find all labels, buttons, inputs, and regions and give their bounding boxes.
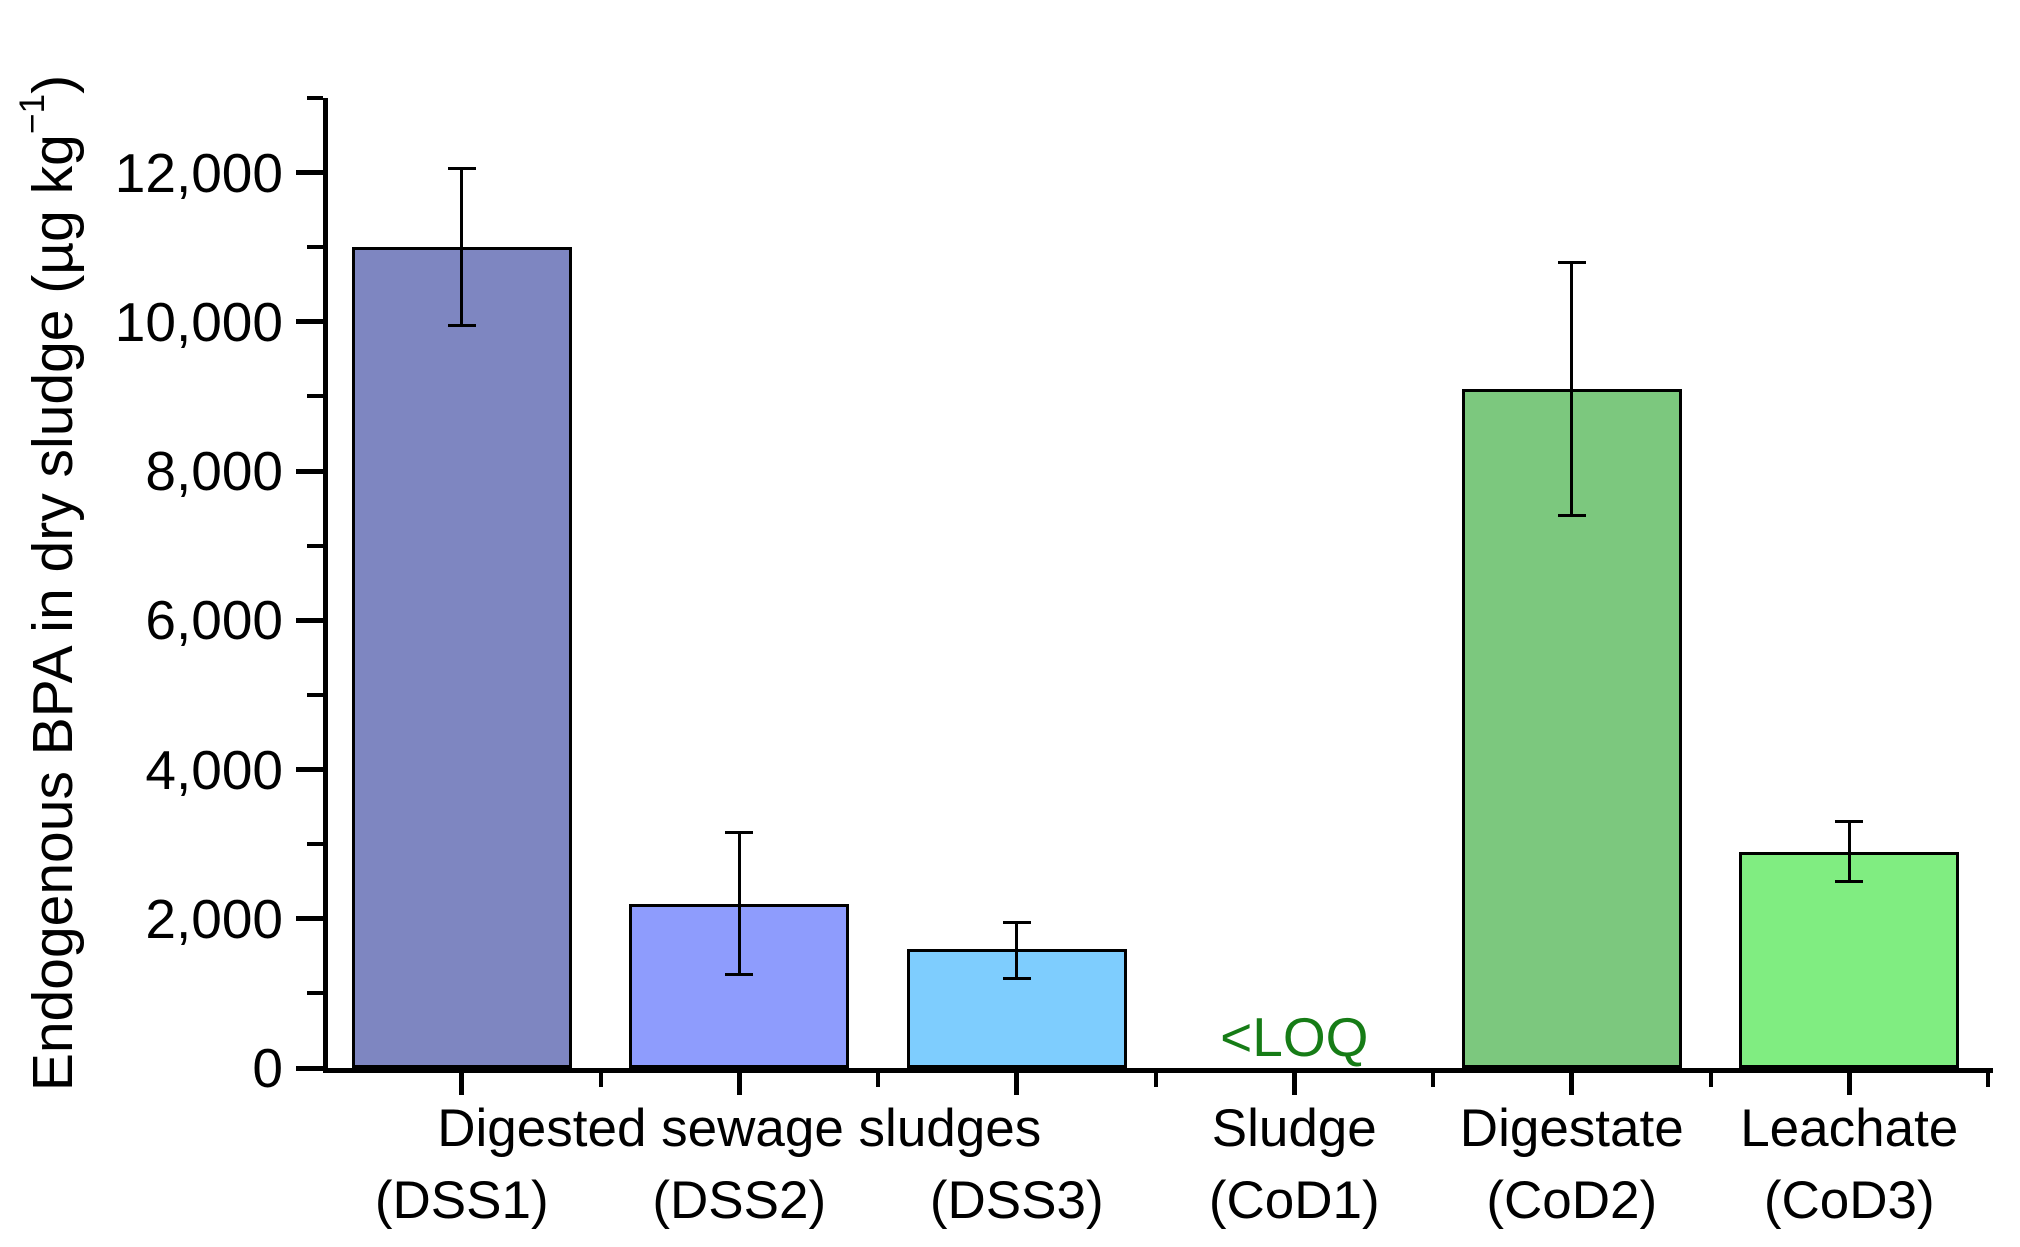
y-axis-minor-tick	[307, 842, 323, 847]
y-axis-minor-tick	[307, 394, 323, 399]
x-axis-label-line2: (CoD2)	[1486, 1171, 1658, 1230]
y-axis-major-tick	[296, 170, 323, 176]
below-loq-annotation: <LOQ	[1220, 1006, 1369, 1068]
plot-area	[323, 98, 1993, 1073]
x-axis-label-line2: (DSS3)	[929, 1171, 1104, 1230]
y-axis-tick-label: 0	[252, 1037, 283, 1099]
error-bar-cap-bottom	[1557, 514, 1586, 518]
y-axis-tick-label: 6,000	[145, 589, 283, 652]
bar-dss1	[351, 247, 572, 1068]
y-axis-tick-label: 2,000	[145, 887, 283, 950]
y-axis-tick-label: 10,000	[114, 290, 283, 353]
y-axis-major-tick	[296, 617, 323, 623]
y-axis-tick-label: 8,000	[145, 440, 283, 503]
error-bar-line	[1570, 262, 1574, 516]
x-axis-label-line2: (DSS2)	[652, 1171, 827, 1230]
x-axis-major-tick	[459, 1073, 465, 1095]
error-bar-cap-top	[447, 167, 476, 171]
x-axis-label-line1: Leachate	[1740, 1099, 1959, 1158]
error-bar-line	[1847, 821, 1851, 882]
y-axis-minor-tick	[307, 96, 323, 100]
x-axis-major-tick	[1846, 1073, 1852, 1095]
error-bar-cap-top	[725, 831, 754, 835]
error-bar-cap-top	[1835, 820, 1864, 824]
y-axis-minor-tick	[307, 692, 323, 697]
y-axis-tick-label: 4,000	[145, 738, 283, 801]
x-axis-major-tick	[736, 1073, 742, 1095]
x-axis-label-line2: (DSS1)	[374, 1171, 549, 1230]
x-axis-major-tick	[1291, 1073, 1297, 1095]
bar-cod3	[1739, 851, 1960, 1068]
y-axis-tick-label: 12,000	[114, 141, 283, 204]
x-axis-minor-tick	[1431, 1073, 1435, 1087]
y-axis-major-tick	[296, 468, 323, 474]
error-bar-cap-top	[1557, 260, 1586, 264]
y-axis-title-close: )	[21, 74, 85, 94]
x-axis-label-line2: (CoD1)	[1208, 1171, 1380, 1230]
y-axis-minor-tick	[307, 991, 323, 996]
error-bar-line	[460, 168, 464, 326]
x-axis-minor-tick	[1986, 1073, 1990, 1087]
y-axis-major-tick	[296, 1065, 323, 1071]
x-axis-minor-tick	[598, 1073, 603, 1087]
error-bar-cap-bottom	[447, 324, 476, 328]
y-axis-title-superscript: −1	[13, 93, 52, 135]
error-bar-cap-bottom	[1835, 879, 1864, 883]
error-bar-cap-bottom	[725, 973, 754, 977]
x-axis-major-tick	[1569, 1073, 1575, 1095]
y-axis-major-tick	[296, 916, 323, 922]
error-bar-cap-bottom	[1002, 976, 1031, 980]
x-axis-group-label: Digested sewage sludges	[437, 1099, 1042, 1158]
y-axis-major-tick	[296, 767, 323, 773]
x-axis-major-tick	[1014, 1073, 1020, 1095]
error-bar-line	[737, 832, 741, 975]
y-axis-minor-tick	[307, 245, 323, 250]
x-axis-label-line1: Sludge	[1211, 1099, 1377, 1158]
error-bar-cap-top	[1002, 921, 1031, 924]
x-axis-minor-tick	[876, 1073, 880, 1087]
x-axis-minor-tick	[1708, 1073, 1713, 1087]
x-axis-label-line1: Digestate	[1459, 1099, 1684, 1158]
error-bar-line	[1015, 922, 1019, 979]
y-axis-major-tick	[296, 319, 323, 325]
x-axis-minor-tick	[1153, 1073, 1158, 1087]
x-axis-label-line2: (CoD3)	[1763, 1171, 1935, 1230]
y-axis-minor-tick	[307, 543, 323, 548]
